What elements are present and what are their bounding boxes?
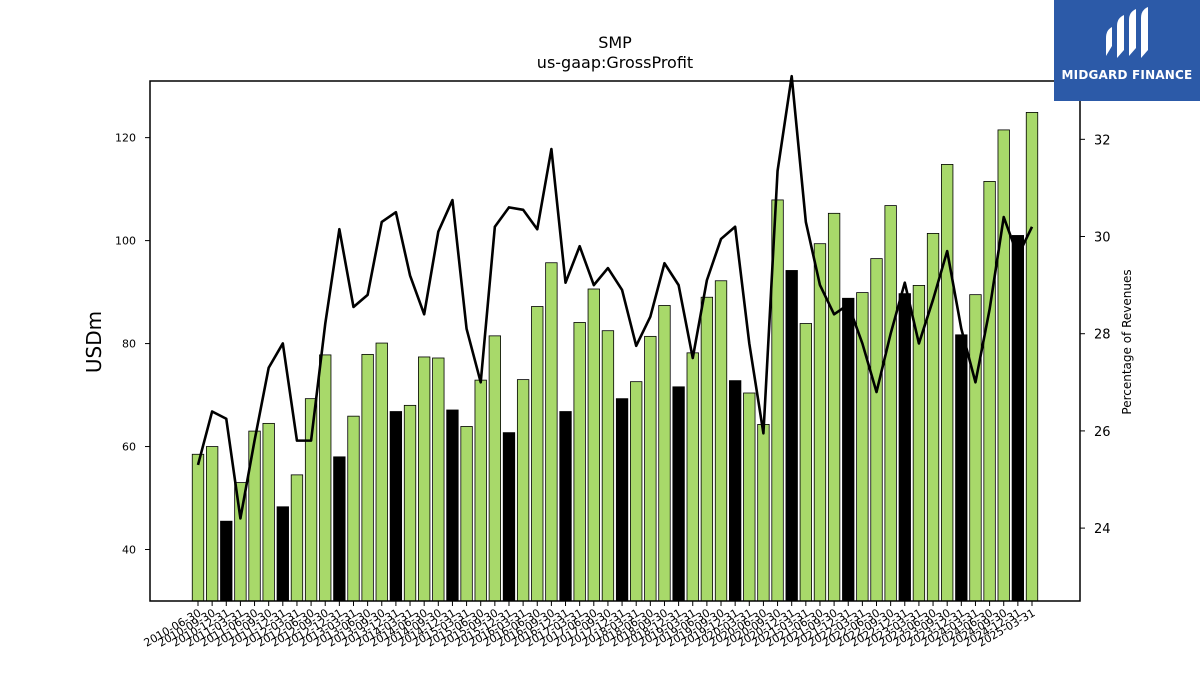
bar: [389, 411, 403, 602]
bar: [191, 453, 205, 602]
bar: [446, 409, 459, 602]
brand-mark-icon: [1106, 7, 1148, 58]
bar: [743, 392, 756, 602]
bars-layer: [191, 112, 1039, 602]
bar: [856, 292, 869, 602]
bar: [205, 446, 219, 602]
bar: [941, 164, 954, 602]
bar: [432, 357, 445, 602]
bar: [615, 398, 629, 602]
brand-logo: MIDGARD FINANCE: [1054, 0, 1200, 101]
bar: [587, 288, 600, 602]
bar: [969, 294, 982, 602]
y2-tick-label: 32: [1094, 133, 1111, 148]
bar: [418, 356, 431, 602]
bar: [842, 297, 855, 602]
bar: [799, 323, 812, 602]
bar: [644, 335, 657, 602]
chart-subtitle: us-gaap:GrossProfit: [537, 53, 693, 72]
axes-layer: 40608010012024262830322010-06-302010-09-…: [115, 80, 1111, 650]
bar: [955, 334, 968, 602]
bar: [361, 353, 374, 602]
y2-tick-label: 26: [1094, 425, 1111, 440]
y-tick-label: 80: [122, 338, 136, 351]
bar: [785, 270, 798, 602]
bar: [870, 258, 883, 602]
bar: [516, 379, 530, 602]
bar: [502, 432, 516, 602]
plot-frame: [149, 80, 1081, 602]
bar: [276, 506, 289, 602]
bar: [884, 205, 897, 602]
bar: [319, 354, 332, 602]
bar: [559, 411, 572, 602]
bar: [672, 386, 685, 602]
y-tick-label: 60: [122, 441, 136, 454]
y2-tick-label: 28: [1094, 328, 1111, 343]
bar: [375, 342, 388, 602]
y2-tick-label: 24: [1094, 522, 1111, 537]
bar: [686, 352, 699, 602]
bar: [220, 520, 233, 602]
y-axis-label: USDm: [82, 311, 106, 373]
bar: [1011, 235, 1025, 602]
bar: [983, 180, 996, 602]
bar: [460, 426, 473, 602]
bar: [474, 379, 487, 602]
bar: [531, 306, 544, 602]
y-tick-label: 120: [115, 132, 136, 145]
y2-axis-label: Percentage of Revenues: [1120, 269, 1134, 414]
bar: [333, 456, 346, 602]
bar: [403, 404, 417, 602]
y-tick-label: 40: [122, 544, 136, 557]
series-line: [196, 74, 1034, 520]
bar: [827, 212, 841, 602]
chart-title: SMP: [598, 33, 632, 52]
bar: [729, 380, 742, 602]
bar: [1025, 112, 1039, 602]
bar: [898, 293, 911, 602]
y-tick-label: 100: [115, 235, 136, 248]
bar: [757, 424, 770, 602]
bar: [488, 335, 502, 602]
brand-name: MIDGARD FINANCE: [1061, 68, 1193, 82]
y2-tick-label: 30: [1094, 231, 1111, 246]
bar: [545, 262, 558, 602]
bar: [700, 296, 714, 602]
bar: [347, 415, 360, 602]
bar: [304, 398, 318, 602]
bar: [714, 280, 728, 602]
bar: [813, 243, 827, 602]
bar: [630, 381, 643, 602]
bar: [290, 474, 304, 602]
line-layer: [196, 74, 1034, 520]
bar: [658, 305, 671, 602]
bar: [997, 129, 1010, 602]
bar: [262, 422, 275, 602]
bar: [601, 330, 615, 602]
bar: [573, 322, 586, 602]
